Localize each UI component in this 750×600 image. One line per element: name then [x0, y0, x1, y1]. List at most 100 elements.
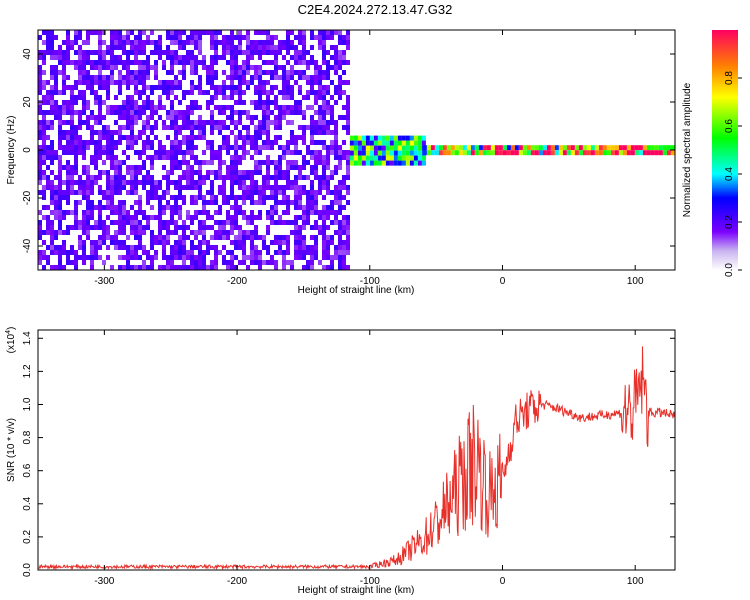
heatmap-cell	[397, 155, 402, 161]
heatmap-cell	[286, 195, 290, 200]
heatmap-cell	[50, 110, 54, 115]
heatmap-cell	[122, 65, 126, 70]
heatmap-cell	[74, 155, 78, 160]
heatmap-cell	[234, 65, 238, 70]
heatmap-cell	[334, 45, 338, 50]
heatmap-cell	[90, 160, 94, 165]
heatmap-cell	[170, 110, 174, 115]
heatmap-cell	[86, 170, 90, 175]
heatmap-cell	[166, 55, 170, 60]
heatmap-cell	[98, 185, 102, 190]
heatmap-cell	[126, 215, 130, 220]
heatmap-cell	[86, 220, 90, 225]
heatmap-cell	[230, 95, 234, 100]
colorbar-gradient	[712, 30, 738, 270]
heatmap-cell	[570, 150, 575, 156]
heatmap-cell	[74, 215, 78, 220]
heatmap-cell	[330, 220, 334, 225]
heatmap-cell	[142, 65, 146, 70]
heatmap-cell	[266, 125, 270, 130]
heatmap-cell	[122, 100, 126, 105]
heatmap-cell	[74, 200, 78, 205]
heatmap-cell	[42, 85, 46, 90]
heatmap-cell	[182, 115, 186, 120]
heatmap-cell	[62, 265, 66, 270]
heatmap-cell	[230, 110, 234, 115]
heatmap-cell	[274, 195, 278, 200]
heatmap-cell	[282, 150, 286, 155]
heatmap-cell	[198, 105, 202, 110]
heatmap-cell	[122, 220, 126, 225]
heatmap-cell	[226, 165, 230, 170]
heatmap-cell	[78, 95, 82, 100]
x-tick-label: -200	[227, 576, 247, 587]
heatmap-cell	[70, 165, 74, 170]
heatmap-cell	[258, 135, 262, 140]
heatmap-cell	[114, 40, 118, 45]
heatmap-cell	[230, 30, 234, 35]
heatmap-cell	[258, 260, 262, 265]
heatmap-cell	[278, 240, 282, 245]
heatmap-cell	[234, 220, 238, 225]
heatmap-cell	[274, 125, 278, 130]
heatmap-cell	[190, 170, 194, 175]
heatmap-cell	[258, 55, 262, 60]
heatmap-cell	[202, 55, 206, 60]
heatmap-cell	[210, 185, 214, 190]
heatmap-cell	[138, 210, 142, 215]
heatmap-cell	[190, 265, 194, 270]
heatmap-cell	[274, 180, 278, 185]
heatmap-cell	[118, 245, 122, 250]
heatmap-cell	[42, 130, 46, 135]
heatmap-cell	[86, 120, 90, 125]
heatmap-cell	[130, 60, 134, 65]
heatmap-cell	[202, 210, 206, 215]
heatmap-cell	[58, 45, 62, 50]
heatmap-cell	[106, 180, 110, 185]
heatmap-cell	[530, 150, 535, 156]
heatmap-cell	[626, 150, 631, 156]
heatmap-cell	[50, 35, 54, 40]
heatmap-cell	[306, 90, 310, 95]
heatmap-cell	[322, 30, 326, 35]
heatmap-cell	[310, 140, 314, 145]
heatmap-cell	[230, 250, 234, 255]
heatmap-cell	[401, 145, 406, 151]
heatmap-cell	[254, 105, 258, 110]
heatmap-cell	[326, 160, 330, 165]
heatmap-cell	[150, 30, 154, 35]
heatmap-cell	[306, 160, 310, 165]
heatmap-cell	[150, 245, 154, 250]
heatmap-cell	[74, 35, 78, 40]
heatmap-cell	[186, 210, 190, 215]
heatmap-cell	[270, 120, 274, 125]
heatmap-cell	[238, 75, 242, 80]
heatmap-cell	[298, 235, 302, 240]
heatmap-cell	[606, 145, 611, 151]
heatmap-cell	[234, 125, 238, 130]
heatmap-cell	[266, 225, 270, 230]
heatmap-cell	[150, 230, 154, 235]
heatmap-cell	[58, 165, 62, 170]
heatmap-cell	[326, 130, 330, 135]
heatmap-cell	[226, 60, 230, 65]
heatmap-cell	[582, 145, 587, 151]
heatmap-cell	[174, 125, 178, 130]
heatmap-cell	[274, 95, 278, 100]
heatmap-cell	[234, 140, 238, 145]
heatmap-cell	[122, 35, 126, 40]
heatmap-cell	[50, 180, 54, 185]
heatmap-cell	[210, 265, 214, 270]
heatmap-cell	[210, 150, 214, 155]
heatmap-cell	[230, 195, 234, 200]
heatmap-cell	[342, 185, 346, 190]
heatmap-cell	[138, 200, 142, 205]
heatmap-cell	[310, 165, 314, 170]
heatmap-cell	[106, 205, 110, 210]
heatmap-cell	[310, 35, 314, 40]
heatmap-cell	[326, 85, 330, 90]
heatmap-cell	[490, 150, 495, 156]
heatmap-cell	[58, 265, 62, 270]
heatmap-cell	[58, 200, 62, 205]
heatmap-cell	[118, 75, 122, 80]
